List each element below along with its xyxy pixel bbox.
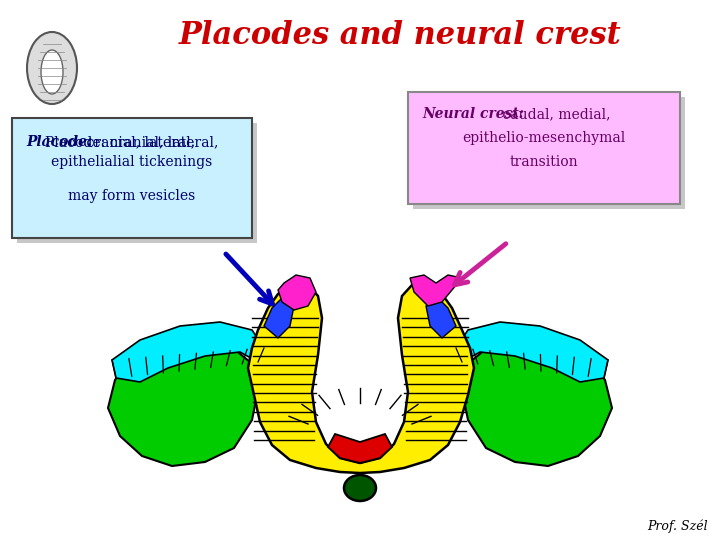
Text: cranial, lateral,: cranial, lateral,: [82, 135, 195, 149]
Polygon shape: [108, 336, 258, 466]
Text: transition: transition: [510, 155, 578, 169]
Text: Neural crest:: Neural crest:: [422, 107, 524, 121]
Polygon shape: [264, 298, 294, 338]
Polygon shape: [328, 434, 392, 463]
Text: epithelio-mesenchymal: epithelio-mesenchymal: [462, 131, 626, 145]
FancyBboxPatch shape: [12, 118, 252, 238]
Text: Placodes and neural crest: Placodes and neural crest: [179, 19, 621, 51]
Ellipse shape: [27, 32, 77, 104]
Polygon shape: [462, 336, 612, 466]
Ellipse shape: [41, 50, 63, 94]
FancyBboxPatch shape: [413, 97, 685, 209]
Ellipse shape: [344, 475, 376, 501]
Polygon shape: [112, 322, 264, 382]
Text: may form vesicles: may form vesicles: [68, 189, 196, 203]
Text: Prof. Szél: Prof. Szél: [647, 519, 708, 533]
Polygon shape: [410, 275, 462, 306]
Text: Placode:: Placode:: [26, 135, 92, 149]
Text: caudal, medial,: caudal, medial,: [498, 107, 611, 121]
Text: epithelialial tickenings: epithelialial tickenings: [51, 155, 212, 169]
Text: Placode: cranial, lateral,: Placode: cranial, lateral,: [45, 135, 219, 149]
FancyBboxPatch shape: [408, 92, 680, 204]
Polygon shape: [248, 284, 474, 473]
Polygon shape: [456, 322, 608, 382]
Polygon shape: [426, 298, 456, 338]
Polygon shape: [278, 275, 316, 310]
FancyBboxPatch shape: [17, 123, 257, 243]
